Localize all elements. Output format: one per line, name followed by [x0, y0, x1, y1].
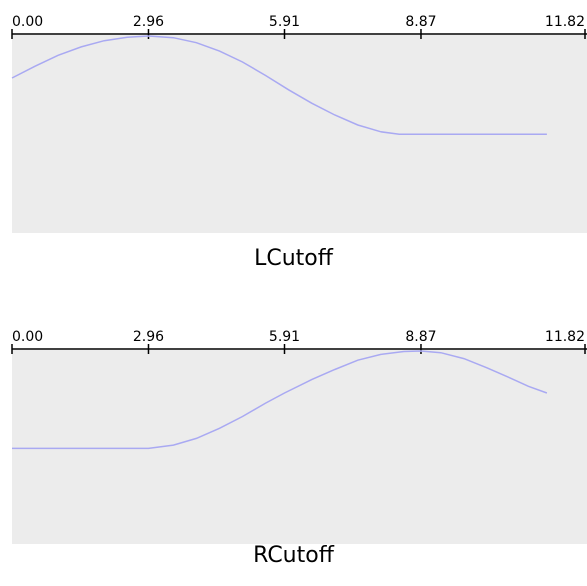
- rcutoff-x-tick-label: 0.00: [12, 329, 43, 345]
- rcutoff-caption: RCutoff: [253, 543, 334, 568]
- rcutoff-x-tick-label: 2.96: [133, 329, 164, 345]
- lcutoff-x-tick-label: 2.96: [133, 14, 164, 30]
- rcutoff-chart: 0.00 2.96 5.91 8.87 11.82: [11, 329, 587, 544]
- lcutoff-x-tick-label: 11.82: [545, 14, 585, 30]
- rcutoff-curve: [12, 350, 548, 450]
- lcutoff-x-tick-label: 8.87: [405, 14, 436, 30]
- lcutoff-caption: LCutoff: [254, 246, 333, 271]
- rcutoff-x-tick-label: 8.87: [405, 329, 436, 345]
- rcutoff-x-tick-label: 5.91: [269, 329, 300, 345]
- rcutoff-x-tick-label: 11.82: [545, 329, 585, 345]
- lcutoff-panel: 0.00 2.96 5.91 8.87 11.82 LCutoff: [11, 14, 587, 271]
- rcutoff-plot-area: [12, 350, 587, 544]
- lcutoff-chart: 0.00 2.96 5.91 8.87 11.82: [11, 14, 587, 233]
- rcutoff-panel: 0.00 2.96 5.91 8.87 11.82 RCutoff: [0, 293, 587, 586]
- lcutoff-curve: [11, 35, 547, 136]
- lcutoff-x-tick-label: 5.91: [269, 14, 300, 30]
- lcutoff-x-tick-label: 0.00: [12, 14, 43, 30]
